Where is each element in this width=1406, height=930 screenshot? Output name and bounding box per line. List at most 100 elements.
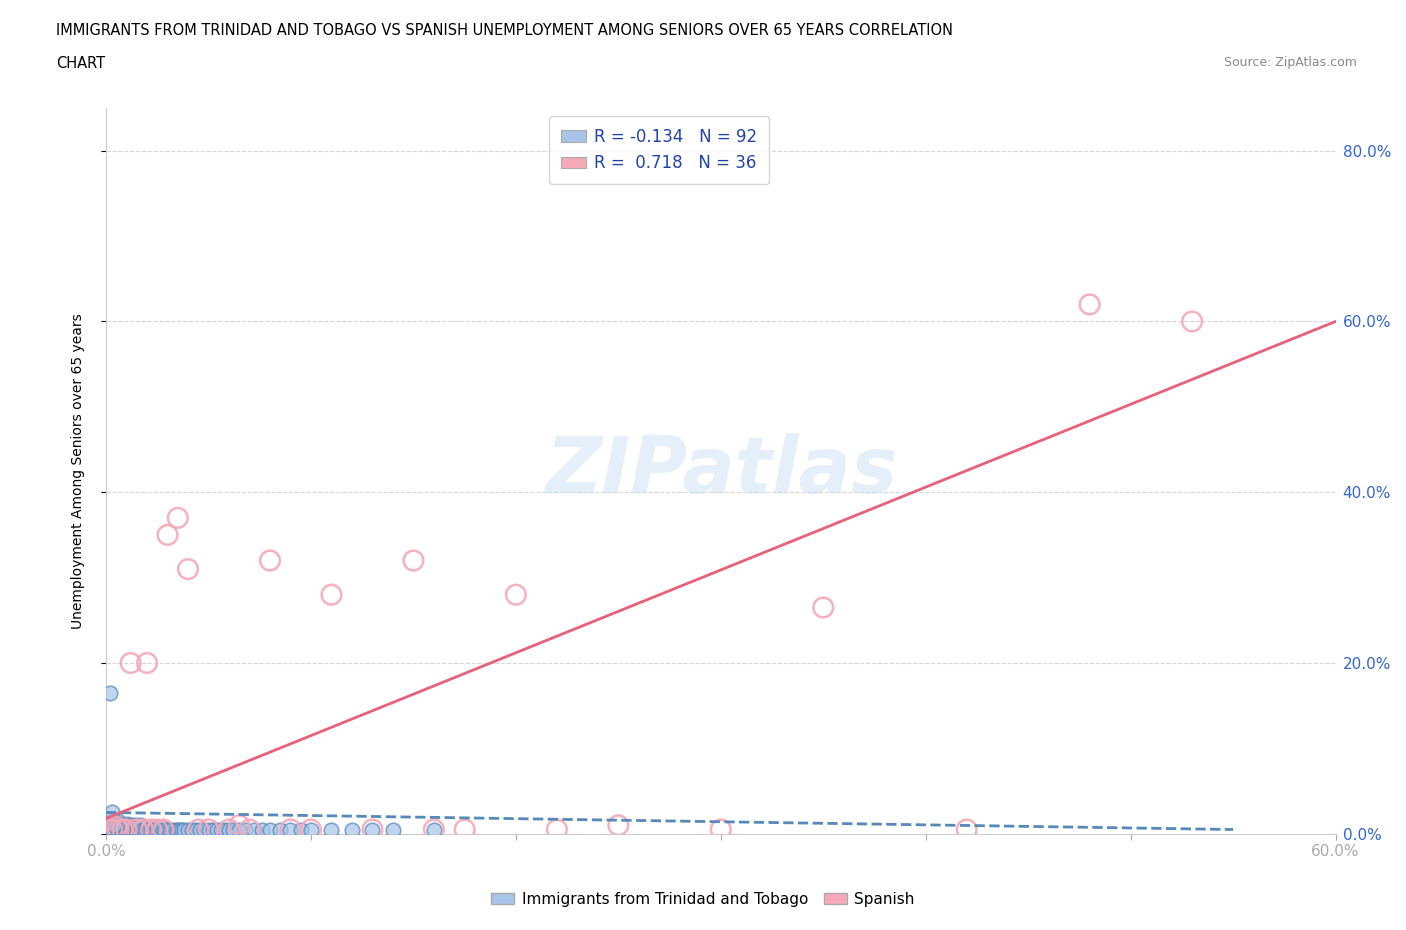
Point <box>214 822 236 837</box>
Point <box>813 600 835 615</box>
Point <box>423 822 446 837</box>
Point <box>228 822 250 837</box>
Point <box>98 819 121 834</box>
Point <box>150 819 173 834</box>
Point <box>1078 297 1101 312</box>
Point <box>98 822 121 837</box>
Point <box>103 817 125 832</box>
Point <box>111 822 134 837</box>
Point <box>103 814 125 829</box>
Point <box>280 822 302 837</box>
Point <box>128 819 150 834</box>
Point <box>166 511 188 525</box>
Point <box>173 822 195 837</box>
Point <box>156 822 179 837</box>
Point <box>1181 314 1204 329</box>
Point <box>218 822 240 837</box>
Point <box>129 817 152 832</box>
Point <box>259 553 281 568</box>
Point <box>98 814 121 829</box>
Point <box>546 822 568 837</box>
Point <box>125 822 148 837</box>
Point <box>105 822 128 837</box>
Point <box>121 817 143 832</box>
Point <box>181 822 204 837</box>
Point <box>423 822 446 837</box>
Point <box>107 822 129 837</box>
Point <box>138 822 160 837</box>
Point <box>128 822 150 837</box>
Point <box>120 656 142 671</box>
Point <box>299 822 322 837</box>
Point <box>148 822 170 837</box>
Point <box>710 822 733 837</box>
Point <box>101 822 124 837</box>
Point <box>280 822 302 837</box>
Point <box>103 822 125 837</box>
Point <box>101 817 124 831</box>
Point <box>235 822 257 837</box>
Point <box>117 817 139 832</box>
Point <box>105 819 128 834</box>
Point <box>97 822 120 837</box>
Point <box>101 817 124 832</box>
Point <box>105 817 128 831</box>
Point <box>125 822 148 837</box>
Point <box>132 822 155 837</box>
Point <box>111 822 134 837</box>
Point <box>107 819 129 834</box>
Point <box>103 819 125 834</box>
Point <box>299 822 322 837</box>
Point <box>193 822 215 837</box>
Point <box>290 822 312 837</box>
Point <box>136 819 159 834</box>
Point <box>107 822 129 837</box>
Point <box>197 822 219 837</box>
Point <box>381 822 404 837</box>
Point <box>97 817 120 832</box>
Legend: Immigrants from Trinidad and Tobago, Spanish: Immigrants from Trinidad and Tobago, Spa… <box>485 886 921 913</box>
Point <box>98 685 121 700</box>
Point <box>177 822 200 837</box>
Point <box>142 819 165 834</box>
Point <box>134 822 156 837</box>
Point <box>361 822 384 837</box>
Text: CHART: CHART <box>56 56 105 71</box>
Point <box>129 822 152 837</box>
Text: Source: ZipAtlas.com: Source: ZipAtlas.com <box>1223 56 1357 69</box>
Point <box>402 553 425 568</box>
Point <box>141 822 163 837</box>
Point <box>101 805 124 820</box>
Point <box>201 822 224 837</box>
Point <box>169 822 191 837</box>
Point <box>132 822 155 837</box>
Point <box>124 819 146 834</box>
Point <box>117 822 139 837</box>
Point <box>155 822 177 837</box>
Point <box>165 822 187 837</box>
Point <box>156 527 179 542</box>
Point <box>115 822 138 837</box>
Point <box>105 819 128 834</box>
Point <box>101 822 124 837</box>
Y-axis label: Unemployment Among Seniors over 65 years: Unemployment Among Seniors over 65 years <box>72 313 86 629</box>
Point <box>160 822 183 837</box>
Point <box>120 819 142 834</box>
Point <box>115 819 138 834</box>
Point <box>166 822 188 837</box>
Point <box>115 817 138 831</box>
Point <box>505 587 527 602</box>
Point <box>453 822 475 837</box>
Point <box>105 817 128 832</box>
Point <box>107 814 129 829</box>
Text: IMMIGRANTS FROM TRINIDAD AND TOBAGO VS SPANISH UNEMPLOYMENT AMONG SENIORS OVER 6: IMMIGRANTS FROM TRINIDAD AND TOBAGO VS S… <box>56 23 953 38</box>
Point <box>114 819 136 834</box>
Point <box>209 822 232 837</box>
Point <box>136 822 159 837</box>
Point <box>956 822 979 837</box>
Point <box>321 822 343 837</box>
Point <box>143 822 166 837</box>
Point <box>250 822 273 837</box>
Point <box>177 562 200 577</box>
Point <box>188 822 211 837</box>
